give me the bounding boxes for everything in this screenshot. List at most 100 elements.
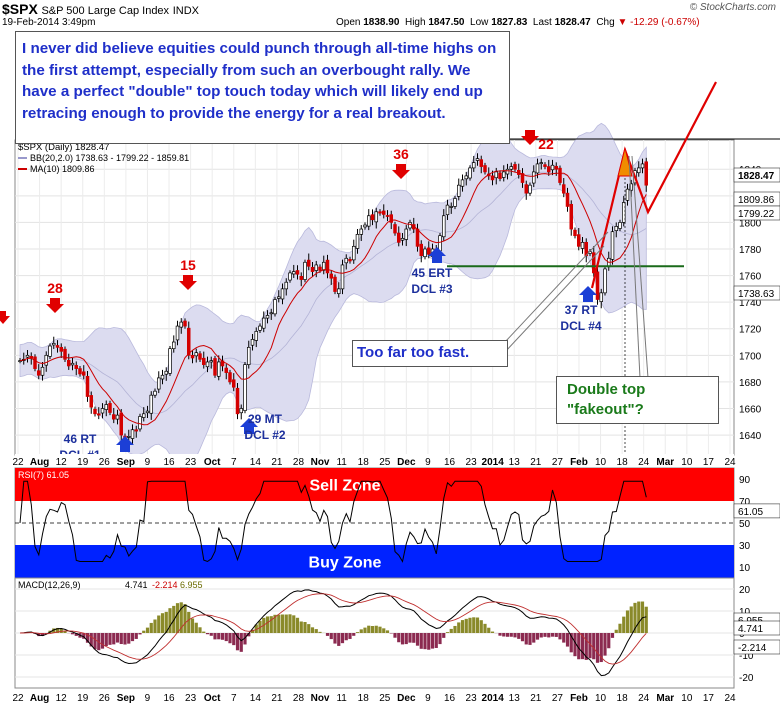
- macd-histogram-bar: [378, 626, 382, 633]
- macd-histogram-bar: [247, 633, 251, 637]
- macd-histogram-bar: [337, 633, 341, 646]
- candle-body: [359, 228, 364, 235]
- macd-histogram-bar: [468, 617, 472, 633]
- candle-body: [59, 346, 63, 352]
- macd-histogram-bar: [187, 611, 191, 633]
- cycle-bottom-label: 29 MT: [248, 412, 283, 426]
- x-tick-label: Mar: [656, 457, 674, 468]
- open-label: Open: [336, 17, 361, 28]
- candle-body: [209, 360, 214, 363]
- x-tick-label: Feb: [570, 457, 588, 468]
- candle-body: [217, 361, 221, 377]
- macd-histogram-bar: [202, 631, 206, 633]
- macd-histogram-bar: [63, 630, 67, 633]
- x-axis-strip: [15, 454, 734, 467]
- candle-body: [258, 325, 262, 331]
- candle-body: [108, 403, 112, 413]
- x-tick-label: 24: [638, 693, 650, 704]
- candle-body: [318, 266, 322, 271]
- candle-body: [74, 365, 78, 369]
- macd-histogram-bar: [573, 633, 577, 657]
- candle-body: [603, 268, 607, 294]
- candle-body: [175, 325, 180, 341]
- price-legend-title: $SPX (Daily) 1828.47: [18, 142, 109, 153]
- macd-histogram-bar: [595, 633, 600, 663]
- macd-histogram-bar: [554, 633, 558, 637]
- candle-body: [374, 211, 379, 223]
- x-tick-label: 18: [358, 457, 370, 468]
- candle-body: [419, 243, 424, 256]
- candle-body: [145, 410, 150, 414]
- candle-body: [70, 362, 75, 366]
- candle-body: [385, 215, 390, 217]
- last-price-text: 1828.47: [738, 171, 775, 182]
- candle-body: [640, 163, 645, 169]
- candle-body: [243, 364, 247, 411]
- macd-histogram-bar: [325, 633, 330, 636]
- double-top-pointer-1: [628, 155, 641, 379]
- candle-body: [576, 234, 581, 247]
- rsi-line: [19, 480, 647, 563]
- candle-body: [295, 270, 300, 275]
- macd-histogram-bar: [344, 633, 348, 641]
- macd-histogram-bar: [168, 608, 172, 633]
- double-top-line-1: Double top: [567, 381, 646, 398]
- macd-histogram-bar: [558, 633, 562, 640]
- candle-body: [269, 312, 274, 315]
- candle-body: [235, 387, 240, 415]
- candle-body: [149, 394, 154, 414]
- macd-histogram-bar: [277, 614, 281, 633]
- macd-histogram-bar: [220, 633, 225, 640]
- double-top-marker: [617, 147, 633, 177]
- brand-label: © StockCharts.com: [689, 2, 776, 13]
- candle-body: [569, 203, 573, 230]
- candle-body: [18, 360, 22, 362]
- macd-histogram-bar: [374, 625, 378, 633]
- candle-body: [389, 214, 394, 223]
- candle-body: [337, 288, 341, 294]
- candle-body: [273, 299, 277, 315]
- symbol: $SPX: [2, 1, 38, 17]
- cycle-top-count: 15: [180, 257, 196, 273]
- x-tick-label: 21: [271, 693, 283, 704]
- macd-histogram-bar: [483, 623, 487, 633]
- macd-histogram-bar: [217, 633, 221, 640]
- x-tick-label: Oct: [204, 693, 221, 704]
- high-label: High: [404, 17, 426, 28]
- candle-body: [625, 188, 630, 201]
- x-tick-label: Dec: [397, 693, 416, 704]
- candle-body: [224, 367, 229, 373]
- candle-body: [187, 327, 191, 356]
- macd-histogram-bar: [453, 625, 457, 633]
- macd-histogram-bar: [183, 604, 187, 633]
- macd-histogram-bar: [310, 627, 315, 633]
- candle-body: [284, 281, 289, 290]
- candle-body: [490, 175, 495, 181]
- x-tick-label: 23: [185, 693, 197, 704]
- cycle-bottom-label: 46 RT: [64, 432, 97, 446]
- x-tick-label: 16: [163, 693, 175, 704]
- candle-body: [239, 408, 244, 414]
- candle-body: [543, 164, 547, 167]
- x-tick-label: 23: [466, 693, 478, 704]
- x-tick-label: 11: [336, 693, 347, 704]
- candle-body: [89, 395, 93, 408]
- candle-body: [157, 377, 161, 390]
- bollinger-middle: [19, 171, 647, 414]
- price-tick-label: 1780: [739, 245, 762, 256]
- x-tick-label: 9: [145, 693, 151, 704]
- macd-histogram-bar: [179, 602, 183, 633]
- x-tick-label: 23: [185, 457, 197, 468]
- candle-body: [93, 408, 97, 415]
- candle-body: [40, 366, 45, 376]
- candle-body: [55, 345, 60, 348]
- macd-histogram-bar: [115, 633, 120, 643]
- sell-zone-label: Sell Zone: [309, 478, 380, 495]
- candle-body: [194, 352, 199, 357]
- cycle-top-count: 22: [538, 136, 554, 152]
- candle-body: [134, 429, 139, 432]
- too-far-text: Too far too fast.: [357, 344, 470, 361]
- candle-body: [104, 404, 108, 410]
- macd-signal-line: [20, 593, 647, 665]
- candle-body: [558, 167, 562, 183]
